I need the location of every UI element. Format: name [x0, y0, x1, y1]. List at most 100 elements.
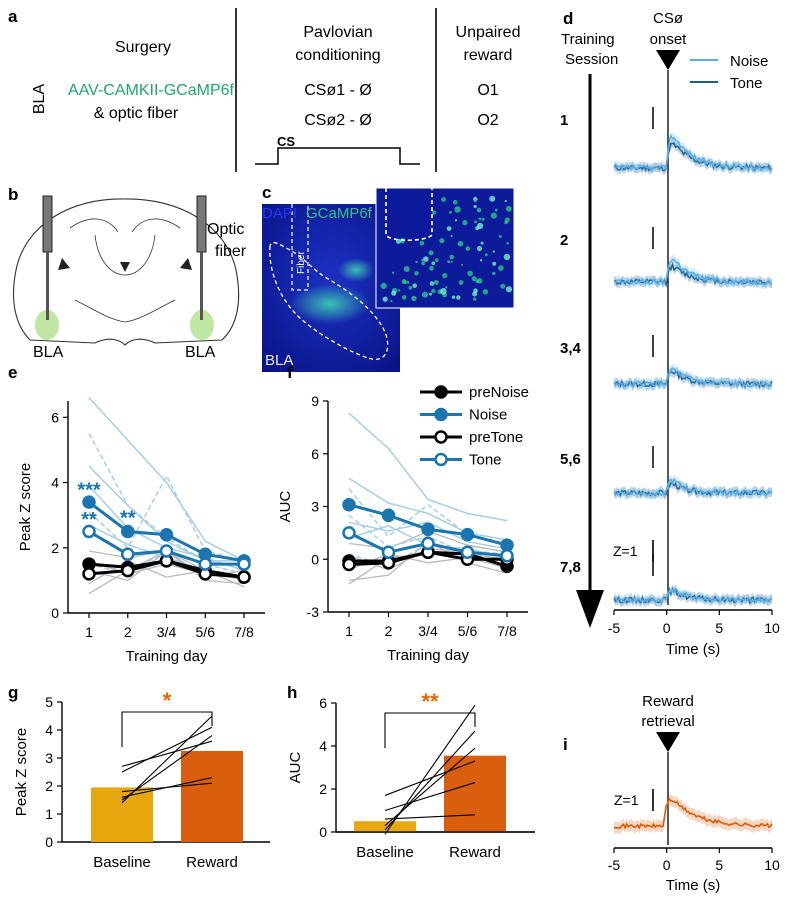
trace-band-noise: [614, 584, 772, 608]
inset-cell: [432, 210, 437, 215]
panel-a: a BLA Surgery AAV-CAMKII-GCaMP6f & optic…: [8, 7, 520, 172]
inset-cell: [482, 289, 489, 295]
inset-cell: [401, 295, 407, 300]
inset-cell: [431, 261, 436, 266]
point-tone: [121, 547, 135, 562]
inset-cell: [457, 240, 464, 247]
inset-cell: [475, 226, 480, 231]
inset-cell: [467, 270, 473, 277]
inset-cell: [431, 288, 436, 294]
cs-schematic: [255, 147, 420, 165]
gcamp-label: GCaMP6f: [306, 205, 373, 222]
point-noise: [342, 497, 356, 512]
session-label: 5,6: [560, 451, 581, 468]
bar-reward: [181, 751, 243, 842]
x-tick-label: 5: [715, 857, 723, 873]
inset-cell: [401, 279, 407, 285]
inset-cell: [429, 281, 435, 286]
individual-line-noise: [348, 521, 508, 550]
point-noise: [460, 527, 475, 542]
unpaired-title-1: Unpaired: [456, 24, 521, 41]
bla-outline: [269, 242, 389, 360]
panel-letter-f: f: [287, 363, 293, 382]
inset-cell: [450, 235, 453, 237]
inset-cell: [503, 253, 511, 261]
panel-e: e 0 2 4 6 1 2 3/4 5/6 7/8 Training day Peak Z scor…: [8, 363, 265, 665]
y-tick-label: 5: [45, 694, 53, 710]
subject-line: [384, 782, 476, 812]
point-pretone: [342, 557, 356, 572]
point-noise: [381, 508, 396, 523]
inset-cell: [451, 295, 456, 299]
inset-cell: [439, 238, 445, 244]
inset-cell: [481, 217, 485, 221]
point-pretone: [237, 570, 251, 584]
inset-cell: [452, 199, 458, 205]
y-axis-label: Peak Z score: [13, 728, 30, 816]
y-tick-label: 0: [45, 834, 53, 850]
trace-noise: [613, 367, 773, 389]
y-tick-label: 1: [45, 806, 53, 822]
legend-label-pretone: preTone: [469, 429, 523, 446]
inset-cell: [505, 205, 512, 212]
inset-cell: [429, 292, 432, 296]
inset-cell: [428, 250, 434, 256]
inset-cell: [391, 271, 395, 274]
x-tick-label: Reward: [449, 844, 501, 861]
cs2-label: CSø2 - Ø: [304, 112, 372, 129]
inset-cell: [454, 206, 461, 213]
panel-letter-e: e: [8, 363, 17, 382]
training-label: Training: [561, 31, 615, 48]
y-tick-label: 4: [45, 722, 53, 738]
left-fiber-ferrule: [42, 195, 53, 253]
subject-line: [121, 715, 213, 804]
inset-cell: [434, 258, 439, 263]
chart-h: 0 2 4 6 AUC Baseline Reward **: [287, 689, 535, 861]
y-tick-label: 4: [319, 738, 327, 754]
trace-noise: [613, 587, 772, 605]
y-tick-label: 6: [319, 695, 327, 711]
x-tick-label: Reward: [186, 854, 238, 871]
x-tick-label: -5: [608, 857, 621, 873]
histology-signal: [290, 284, 370, 324]
panel-letter-g: g: [8, 683, 18, 702]
optic-fiber-label-1: Optic: [207, 221, 244, 238]
unpaired-title-2: reward: [464, 47, 513, 64]
reward-trace-group: [613, 793, 773, 834]
x-tick-label: 5/6: [196, 624, 216, 640]
x-tick-label: 0: [663, 857, 671, 873]
individual-line-noise: [348, 477, 508, 541]
panel-letter-d: d: [563, 9, 573, 28]
y-tick-label: -3: [307, 604, 320, 620]
fiber-track: [291, 204, 309, 291]
point-noise: [421, 522, 435, 537]
scale-bar-label: Z=1: [613, 543, 638, 559]
legend-ef: preNoise Noise preTone Tone: [420, 384, 529, 469]
legend-label-prenoise: preNoise: [469, 384, 529, 401]
inset-cell: [406, 281, 410, 284]
y-tick-label: 0: [51, 605, 59, 621]
inset-cell: [492, 261, 497, 266]
inset-cell: [429, 265, 434, 271]
legend-marker-prenoise: [434, 385, 448, 399]
i-x-label: Time (s): [666, 877, 720, 894]
trace-group: 1 2 3,4 5,6 7,8: [560, 107, 773, 608]
onset-arrow-icon: [656, 50, 680, 70]
bar-baseline: [91, 787, 153, 842]
x-tick-label: Baseline: [356, 844, 414, 861]
panel-b: b Optic fiber BLA BLA: [8, 185, 247, 361]
inset-cell: [478, 217, 482, 221]
x-tick-label: 10: [764, 620, 780, 636]
virus-label: AAV-CAMKII-GCaMP6f: [68, 82, 235, 99]
brain-detail: [94, 234, 156, 276]
point-tone: [159, 544, 174, 558]
x-tick-label: 10: [764, 857, 780, 873]
inset-cell: [411, 295, 417, 302]
significance-bracket: [384, 712, 476, 748]
d-x-label: Time (s): [666, 641, 720, 658]
inset-cell: [449, 210, 452, 214]
fiber-label: & optic fiber: [94, 105, 179, 122]
significance-stars: **: [421, 689, 439, 714]
x-tick-label: 2: [124, 624, 132, 640]
individual-line-noise: [88, 397, 245, 562]
